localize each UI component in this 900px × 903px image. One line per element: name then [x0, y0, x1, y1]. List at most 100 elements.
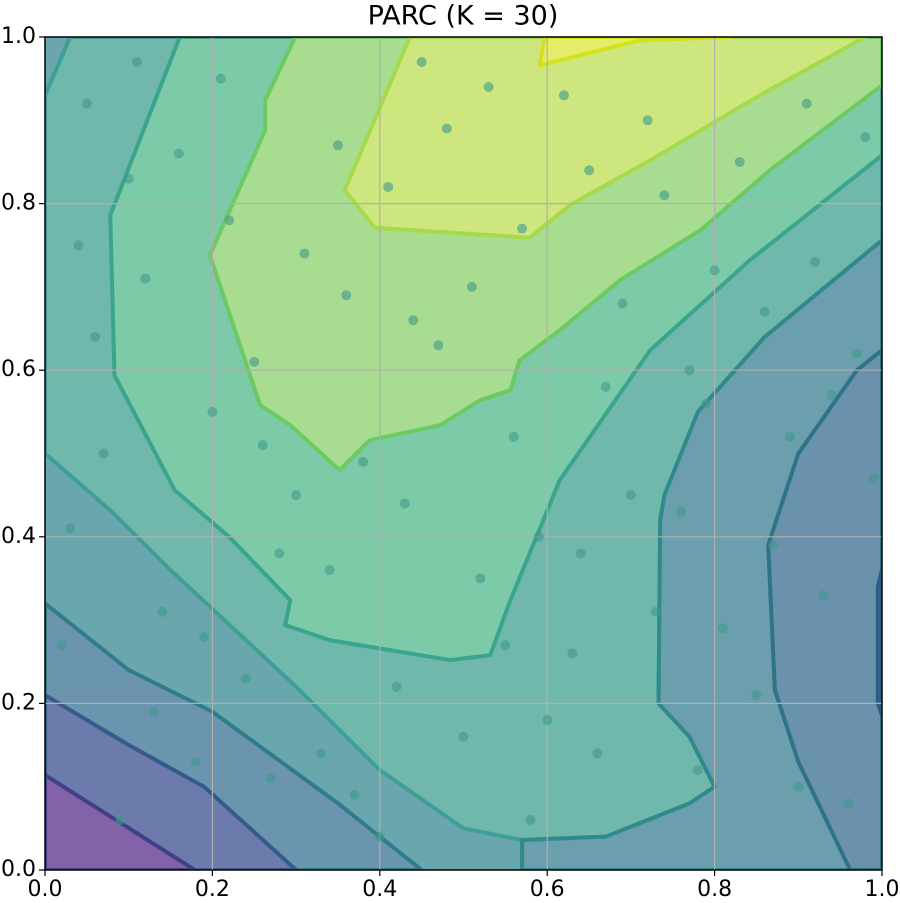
scatter-point: [784, 431, 795, 442]
scatter-point: [684, 365, 695, 376]
scatter-point: [90, 331, 101, 342]
scatter-point: [383, 181, 394, 192]
scatter-point: [483, 81, 494, 92]
scatter-point: [768, 540, 779, 551]
scatter-point: [56, 640, 67, 651]
scatter-point: [851, 348, 862, 359]
scatter-point: [441, 123, 452, 134]
contour-region: [537, 37, 732, 68]
plot-area: [45, 37, 882, 870]
scatter-point: [659, 190, 670, 201]
scatter-point: [826, 390, 837, 401]
scatter-point: [475, 573, 486, 584]
scatter-point: [148, 706, 159, 717]
x-tick-label: 0.0: [28, 877, 63, 902]
scatter-point: [625, 490, 636, 501]
scatter-point: [868, 473, 879, 484]
scatter-point: [81, 98, 92, 109]
scatter-point: [533, 531, 544, 542]
scatter-point: [173, 148, 184, 159]
scatter-point: [801, 98, 812, 109]
y-tick-label: 0.6: [1, 357, 36, 382]
scatter-point: [709, 265, 720, 276]
scatter-point: [466, 281, 477, 292]
x-tick-label: 1.0: [865, 877, 900, 902]
scatter-point: [391, 681, 402, 692]
x-tick-label: 0.8: [697, 877, 732, 902]
scatter-point: [751, 690, 762, 701]
y-tick-label: 0.2: [1, 690, 36, 715]
contour-region: [342, 37, 868, 240]
scatter-point: [734, 156, 745, 167]
scatter-point: [98, 448, 109, 459]
scatter-point: [207, 406, 218, 417]
axes: 0.0 0.2 0.4 0.6 0.8 1.0 0.0 0.2 0.4 0.6 0.8 1.0: [1, 24, 900, 902]
scatter-point: [358, 456, 369, 467]
scatter-point: [692, 765, 703, 776]
scatter-point: [651, 606, 662, 617]
scatter-point: [316, 748, 327, 759]
scatter-point: [793, 781, 804, 792]
scatter-point: [224, 215, 235, 226]
scatter-point: [215, 73, 226, 84]
scatter-point: [123, 173, 134, 184]
scatter-point: [73, 240, 84, 251]
scatter-point: [349, 790, 360, 801]
scatter-point: [265, 773, 276, 784]
scatter-point: [115, 815, 126, 826]
plot-frame: [44, 36, 883, 871]
scatter-point: [759, 306, 770, 317]
scatter-point: [642, 115, 653, 126]
scatter-point: [408, 315, 419, 326]
scatter-point: [341, 290, 352, 301]
scatter-point: [617, 298, 628, 309]
scatter-point: [132, 56, 143, 67]
scatter-point: [299, 248, 310, 259]
scatter-point: [140, 273, 151, 284]
scatter-point: [810, 256, 821, 267]
y-tick-label: 0.8: [1, 191, 36, 216]
scatter-point: [240, 673, 251, 684]
scatter-point: [843, 798, 854, 809]
scatter-point: [592, 748, 603, 759]
scatter-point: [249, 356, 260, 367]
scatter-point: [600, 381, 611, 392]
y-tick-label: 0.4: [1, 524, 36, 549]
scatter-point: [575, 548, 586, 559]
scatter-point: [717, 623, 728, 634]
y-tick-label: 1.0: [1, 24, 36, 49]
scatter-point: [542, 715, 553, 726]
scatter-point: [567, 648, 578, 659]
scatter-point: [433, 340, 444, 351]
scatter-point: [199, 631, 210, 642]
scatter-point: [701, 398, 712, 409]
scatter-point: [332, 140, 343, 151]
scatter-point: [584, 165, 595, 176]
scatter-point: [558, 90, 569, 101]
scatter-point: [65, 523, 76, 534]
scatter-point: [274, 548, 285, 559]
scatter-point: [374, 831, 385, 842]
x-tick-label: 0.2: [195, 877, 230, 902]
chart-title: PARC (K = 30): [368, 1, 559, 32]
scatter-point: [324, 565, 335, 576]
scatter-point: [257, 440, 268, 451]
scatter-point: [508, 431, 519, 442]
scatter-point: [458, 731, 469, 742]
x-tick-label: 0.4: [362, 877, 397, 902]
scatter-point: [157, 606, 168, 617]
scatter-point: [399, 498, 410, 509]
scatter-point: [500, 640, 511, 651]
contour-region: [766, 348, 882, 870]
scatter-point: [517, 223, 528, 234]
scatter-point: [190, 756, 201, 767]
y-tick-label: 0.0: [1, 857, 36, 882]
scatter-point: [291, 490, 302, 501]
scatter-point: [416, 56, 427, 67]
scatter-point: [525, 815, 536, 826]
scatter-point: [676, 506, 687, 517]
scatter-point: [860, 131, 871, 142]
scatter-point: [818, 590, 829, 601]
